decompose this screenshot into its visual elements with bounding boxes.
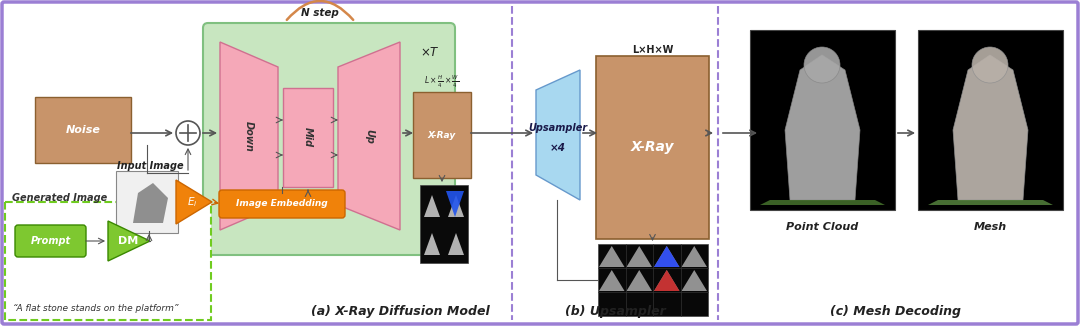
Text: $E_i$: $E_i$ xyxy=(187,195,198,209)
Text: DM: DM xyxy=(118,236,138,246)
FancyBboxPatch shape xyxy=(5,202,211,320)
Polygon shape xyxy=(599,270,624,291)
Text: Input Image: Input Image xyxy=(117,161,184,171)
Circle shape xyxy=(176,121,200,145)
Polygon shape xyxy=(133,183,168,223)
FancyBboxPatch shape xyxy=(15,225,86,257)
Text: Down: Down xyxy=(244,121,254,152)
Polygon shape xyxy=(760,200,885,205)
Polygon shape xyxy=(928,200,1053,205)
Circle shape xyxy=(972,47,1008,83)
Text: Prompt: Prompt xyxy=(30,236,70,246)
FancyBboxPatch shape xyxy=(413,92,471,178)
Polygon shape xyxy=(626,270,652,291)
Text: “A flat stone stands on the platform”: “A flat stone stands on the platform” xyxy=(13,304,178,313)
Text: X-Ray: X-Ray xyxy=(428,130,456,140)
Polygon shape xyxy=(424,233,440,255)
Text: (c) Mesh Decoding: (c) Mesh Decoding xyxy=(829,305,960,318)
Polygon shape xyxy=(338,42,400,230)
Text: X-Ray: X-Ray xyxy=(631,141,674,155)
Polygon shape xyxy=(953,55,1028,200)
Text: ×4: ×4 xyxy=(550,143,566,153)
Text: Noise: Noise xyxy=(66,125,100,135)
Text: $\times T$: $\times T$ xyxy=(420,46,440,59)
Text: Image Embedding: Image Embedding xyxy=(237,200,328,209)
Polygon shape xyxy=(176,180,212,224)
FancyBboxPatch shape xyxy=(283,88,333,187)
Polygon shape xyxy=(108,221,150,261)
Polygon shape xyxy=(626,246,652,267)
FancyBboxPatch shape xyxy=(596,56,708,239)
Text: Upsampler: Upsampler xyxy=(528,123,588,133)
Circle shape xyxy=(804,47,840,83)
Polygon shape xyxy=(599,246,624,267)
Polygon shape xyxy=(536,70,580,200)
FancyBboxPatch shape xyxy=(203,23,455,255)
Text: Mid: Mid xyxy=(303,127,313,148)
Polygon shape xyxy=(681,270,707,291)
Text: L×H×W: L×H×W xyxy=(632,45,673,55)
Text: (a) X-Ray Diffusion Model: (a) X-Ray Diffusion Model xyxy=(311,305,489,318)
Text: Point Cloud: Point Cloud xyxy=(786,222,859,232)
FancyBboxPatch shape xyxy=(918,30,1063,210)
Polygon shape xyxy=(654,270,679,291)
Polygon shape xyxy=(448,195,464,217)
Text: N step: N step xyxy=(301,8,339,18)
Polygon shape xyxy=(654,246,679,267)
Polygon shape xyxy=(424,195,440,217)
Polygon shape xyxy=(448,233,464,255)
Text: Mesh: Mesh xyxy=(974,222,1007,232)
FancyBboxPatch shape xyxy=(420,185,468,263)
Polygon shape xyxy=(654,270,679,291)
FancyBboxPatch shape xyxy=(598,244,708,316)
FancyBboxPatch shape xyxy=(116,171,178,233)
Polygon shape xyxy=(446,191,464,217)
Polygon shape xyxy=(654,246,679,267)
Text: Up: Up xyxy=(364,128,374,143)
Text: $L\times\frac{H}{4}\times\frac{W}{4}$: $L\times\frac{H}{4}\times\frac{W}{4}$ xyxy=(424,74,460,90)
Polygon shape xyxy=(785,55,860,200)
Polygon shape xyxy=(681,246,707,267)
FancyBboxPatch shape xyxy=(219,190,345,218)
Text: Generated Image: Generated Image xyxy=(12,193,107,203)
Text: (b) Upsampler: (b) Upsampler xyxy=(565,305,665,318)
Polygon shape xyxy=(220,42,278,230)
FancyBboxPatch shape xyxy=(750,30,895,210)
FancyBboxPatch shape xyxy=(35,97,131,163)
